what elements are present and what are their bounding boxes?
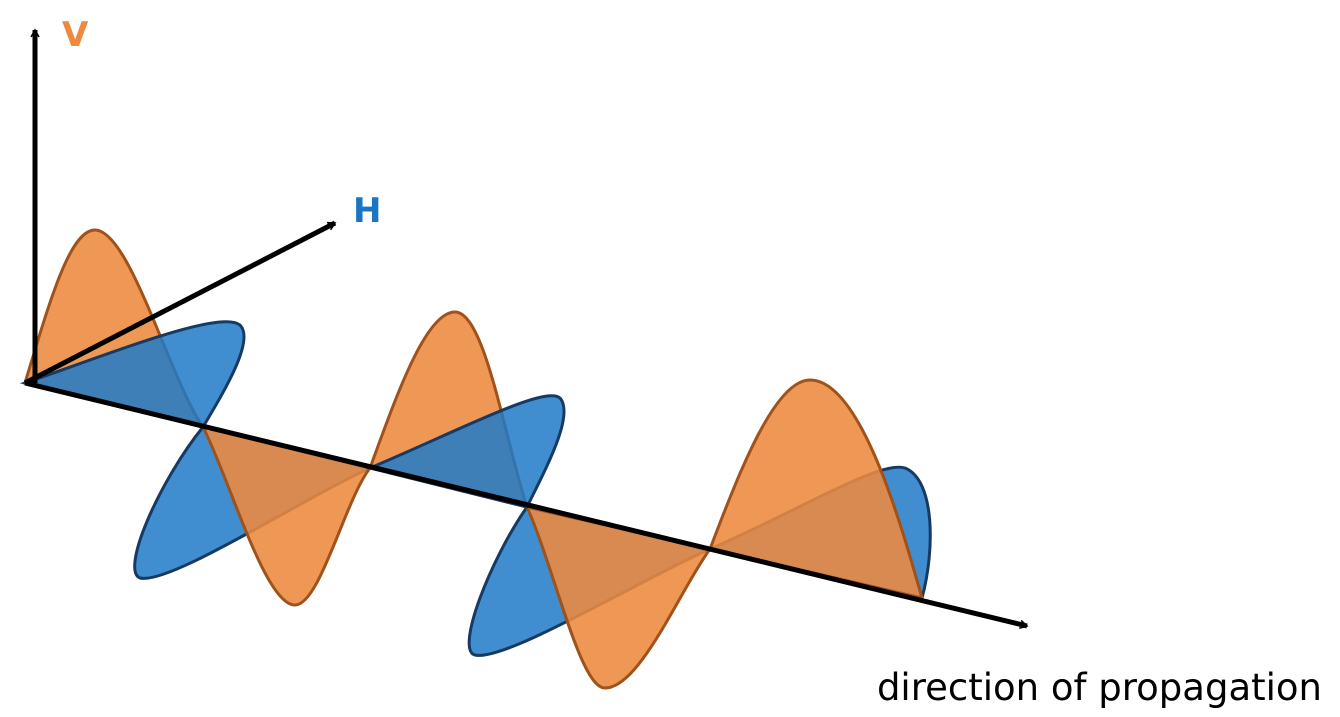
v-label: V — [62, 15, 89, 55]
v-wave-lobe — [524, 504, 713, 690]
v-wave-lobe — [707, 378, 925, 601]
v-wave-lobe — [200, 424, 373, 607]
waves — [19, 228, 932, 690]
h-axis — [23, 220, 337, 386]
propagation-label: direction of propagation — [877, 666, 1322, 709]
h-label: H — [353, 191, 381, 231]
propagation-axis — [24, 380, 1029, 630]
h-wave-lobe — [19, 320, 246, 429]
